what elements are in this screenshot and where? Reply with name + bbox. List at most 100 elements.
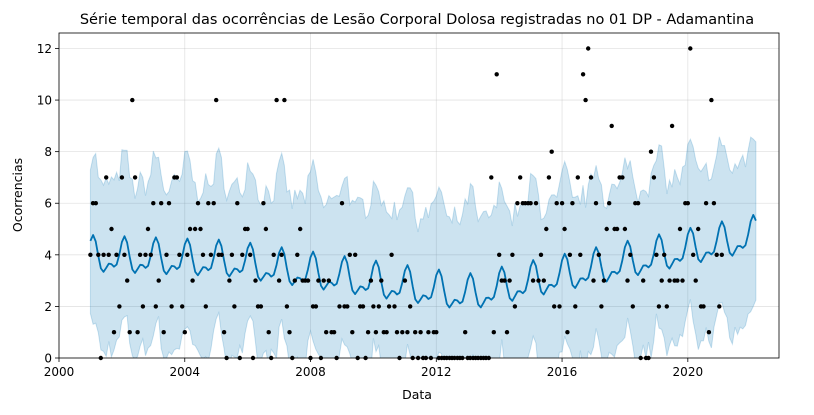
observation-point [266,330,271,335]
observation-point [400,330,405,335]
observation-point [386,304,392,309]
observation-point [504,330,510,335]
observation-point [497,252,502,257]
observation-point [261,201,266,206]
x-tick-label: 2000 [44,365,75,379]
observation-point [164,252,169,257]
observation-point [507,278,512,283]
observation-point [630,304,635,309]
observation-point [117,304,122,309]
observation-point [169,304,174,309]
observation-point [552,304,557,309]
observation-point [394,330,400,335]
observation-point [125,278,130,283]
observation-point [214,97,219,103]
observation-point [691,252,696,257]
observation-point [389,252,394,257]
observation-point [145,226,151,232]
observation-point [148,252,153,257]
observation-point [298,226,303,232]
x-axis-label: Data [402,387,432,402]
observation-point [292,278,297,283]
x-tick-label: 2020 [673,365,704,379]
observation-point [353,252,358,257]
observation-point [195,201,201,206]
observation-point [635,201,641,206]
observation-point [392,304,397,309]
observation-point [114,252,119,257]
observation-point [554,201,559,206]
observation-point [153,304,158,309]
observation-point [106,252,111,257]
observation-point [274,97,279,103]
observation-point [609,123,614,129]
observation-point [405,330,410,335]
observation-point [709,97,714,103]
observation-point [408,304,413,309]
observation-point [596,252,601,257]
observation-point [620,175,625,180]
observation-point [127,330,132,335]
observation-point [321,278,326,283]
observation-point [182,330,187,335]
observation-point [510,252,515,257]
observation-point [565,330,570,335]
observation-point [240,252,245,257]
y-tick-label: 8 [44,145,52,159]
observation-point [143,252,148,257]
observation-point [614,226,620,232]
observation-point [345,304,350,309]
observation-point [373,330,379,335]
observation-point [518,175,523,180]
observation-point [174,175,180,180]
observation-point [282,97,287,103]
observation-point [528,201,533,206]
observation-point [719,252,724,257]
observation-point [557,304,562,309]
observation-point [693,278,698,283]
x-tick-label: 2016 [547,365,578,379]
observation-point [604,226,609,232]
observation-point [463,330,468,335]
observation-point [130,97,135,103]
observation-point [279,252,284,257]
observation-point [413,330,418,335]
observation-point [502,278,507,283]
observation-point [211,201,216,206]
observation-point [135,330,140,335]
observation-point [284,304,290,309]
observation-point [122,252,127,257]
observation-point [402,278,408,283]
observation-point [227,278,232,283]
observation-point [88,252,93,257]
observation-point [166,201,172,206]
observation-point [331,330,337,335]
observation-point [161,330,166,335]
observation-point [530,278,536,283]
observation-point [360,304,366,309]
observation-point [235,201,240,206]
observation-point [648,149,654,154]
observation-point [669,123,675,129]
observation-point [607,201,612,206]
observation-point [156,278,161,283]
observation-point [515,201,520,206]
observation-point [622,226,628,232]
observation-point [339,201,345,206]
observation-point [491,330,496,335]
observation-point [384,330,389,335]
observation-point [253,278,258,283]
observation-point [219,252,224,257]
observation-point [654,252,659,257]
observation-point [533,201,539,206]
observation-point [232,304,237,309]
observation-point [593,201,599,206]
observation-point [140,304,146,309]
y-tick-label: 0 [44,352,52,366]
observation-point [599,304,604,309]
observation-point [544,226,549,232]
observation-point [714,252,719,257]
axes-frame [58,32,780,359]
observation-point [538,252,544,257]
observation-point [567,252,573,257]
